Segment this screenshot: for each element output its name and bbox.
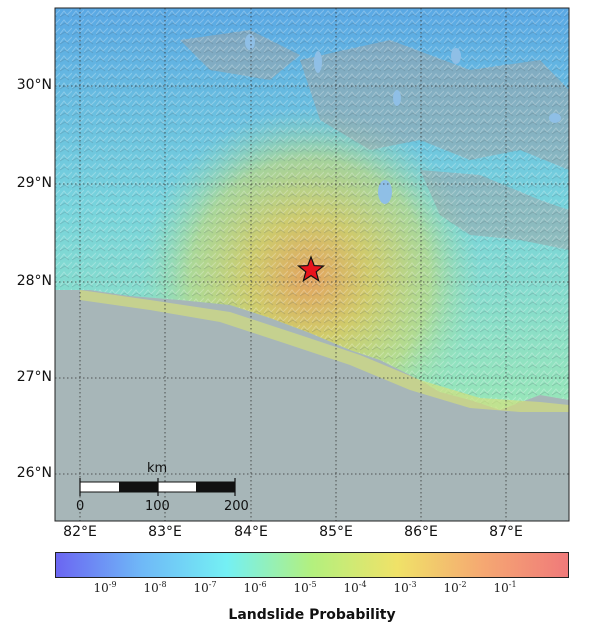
colorbar-title: Landslide Probability [228,607,396,623]
colorbar-tick: 10-2 [443,580,467,595]
graticule [55,8,569,521]
lon-label: 86°E [404,524,438,540]
lon-label: 85°E [319,524,353,540]
lon-label: 84°E [234,524,268,540]
colorbar-tick: 10-3 [393,580,417,595]
lat-label: 28°N [16,273,52,289]
colorbar [55,552,569,578]
colorbar-tick: 10-9 [93,580,117,595]
colorbar-tick: 10-6 [243,580,267,595]
colorbar-tick: 10-1 [493,580,517,595]
scalebar-tick: 200 [224,499,249,514]
map-frame [54,7,570,522]
scale-bar [79,478,236,496]
lakes [245,34,561,204]
lat-label: 26°N [16,465,52,481]
scalebar-tick: 100 [145,499,170,514]
colorbar-tick: 10-4 [343,580,367,595]
lon-label: 87°E [489,524,523,540]
scalebar-unit: km [147,461,168,476]
epicenter-star-icon [296,255,326,282]
lat-label: 30°N [16,77,52,93]
lon-label: 83°E [148,524,182,540]
lon-label: 82°E [63,524,97,540]
colorbar-tick: 10-5 [293,580,317,595]
colorbar-tick: 10-7 [193,580,217,595]
lat-label: 27°N [16,369,52,385]
scalebar-tick: 0 [76,499,85,514]
lat-label: 29°N [16,175,52,191]
colorbar-tick: 10-8 [143,580,167,595]
